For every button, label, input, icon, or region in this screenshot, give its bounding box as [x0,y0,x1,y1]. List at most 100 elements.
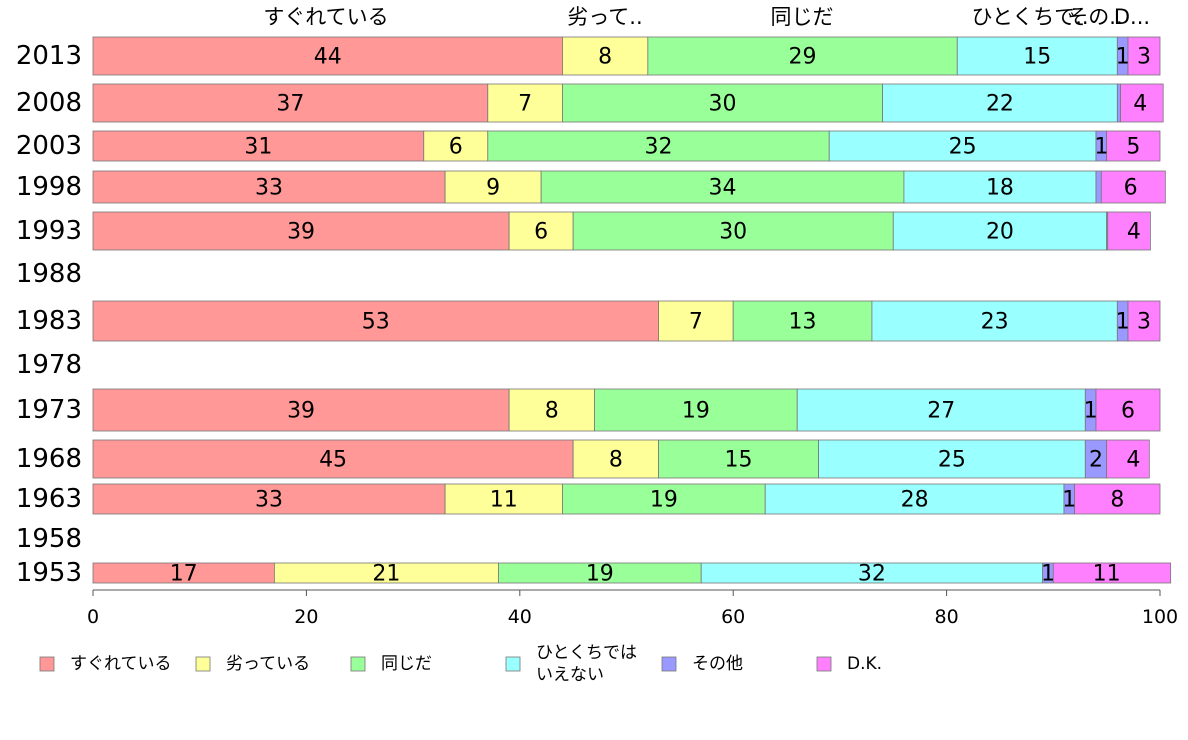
data-label-1973-1: 8 [545,399,559,424]
data-label-2013-0: 44 [314,45,342,70]
bar-1993-series-3 [892,211,1108,251]
data-label-2008-1: 7 [518,92,532,117]
bar-2008-series-1 [487,83,563,123]
legend-label-2: 同じだ [381,654,432,674]
bar-2008-series-2 [562,83,883,123]
bar-1983-series-1 [658,300,734,342]
bar-1968-series-3 [818,439,1086,479]
legend-label-4: その他 [692,654,743,674]
year-label-1998: 1998 [16,172,82,202]
year-label-1958: 1958 [16,524,82,554]
legend-label-0: すぐれている [70,654,172,674]
legend-swatch-4 [661,656,677,672]
data-label-1973-2: 19 [682,399,710,424]
legend-swatch-5 [816,656,832,672]
data-label-1968-4: 2 [1089,448,1103,473]
bar-2013-series-3 [956,36,1118,76]
x-tick-label-0: 0 [87,606,99,628]
data-label-1998-2: 34 [709,176,737,201]
bar-1993-series-0 [92,211,510,251]
data-label-2013-1: 8 [598,45,612,70]
data-label-1983-3: 23 [981,310,1009,335]
bar-1998-series-0 [92,170,446,204]
bar-2003-series-3 [828,130,1097,162]
data-label-1993-5: 4 [1127,220,1141,245]
bar-1968-series-5 [1106,439,1150,479]
data-label-2008-2: 30 [709,92,737,117]
data-label-1993-2: 30 [719,220,747,245]
legend-swatch-1 [195,656,211,672]
data-label-1998-1: 9 [486,176,500,201]
data-label-1953-5: 11 [1093,562,1121,587]
year-label-2003: 2003 [16,131,82,161]
data-label-1963-4: 1 [1062,488,1076,513]
data-label-1998-3: 18 [986,176,1014,201]
bar-2003-series-5 [1106,130,1161,162]
legend-swatch-3 [505,656,521,672]
year-axis-labels: 2013 2008 2003 1998 1993 1988 1983 1978 1973 1968… [16,41,82,588]
data-label-1998-5: 6 [1124,176,1138,201]
year-label-1978: 1978 [16,350,82,380]
bar-1963-series-0 [92,483,446,515]
bar-1993-series-1 [508,211,574,251]
data-label-1983-2: 13 [789,310,817,335]
data-label-1998-0: 33 [255,176,283,201]
year-label-1968: 1968 [16,444,82,474]
data-label-2008-0: 37 [276,92,304,117]
bar-1993-series-5 [1107,211,1151,251]
year-label-1973: 1973 [16,395,82,425]
data-label-2003-1: 6 [449,135,463,160]
data-label-1968-3: 25 [938,448,966,473]
year-label-1983: 1983 [16,306,82,336]
data-label-1968-1: 8 [609,448,623,473]
x-tick-label-100: 100 [1142,606,1178,628]
legend-swatch-0 [39,656,55,672]
data-label-1963-2: 19 [650,488,678,513]
year-label-2008: 2008 [16,88,82,118]
bar-1968-series-2 [658,439,819,479]
bar-1983-series-0 [92,300,659,342]
data-label-2003-0: 31 [244,135,272,160]
bar-1998-series-3 [903,170,1097,204]
data-label-1973-4: 1 [1084,399,1098,424]
data-label-2013-4: 1 [1116,45,1130,70]
bar-2008-series-5 [1120,83,1164,123]
data-label-1993-3: 20 [986,220,1014,245]
year-label-1993: 1993 [16,216,82,246]
data-label-1953-1: 21 [372,562,400,587]
data-label-2013-5: 3 [1137,45,1151,70]
bar-1973-series-2 [594,388,798,432]
data-label-1953-4: 1 [1041,562,1055,587]
year-label-1988: 1988 [16,259,82,289]
top-label-0: すぐれている [263,5,388,29]
data-label-1983-4: 1 [1116,310,1130,335]
data-label-1973-0: 39 [287,399,315,424]
bar-1998-series-4 [1095,170,1102,204]
data-label-1993-0: 39 [287,220,315,245]
data-label-2003-5: 5 [1126,135,1140,160]
bar-1963-series-5 [1074,483,1161,515]
bar-1973-series-5 [1095,388,1161,432]
bar-2003-series-0 [92,130,425,162]
bar-2008-series-0 [92,83,489,123]
data-label-1973-5: 6 [1121,399,1135,424]
bar-2008-series-4 [1116,83,1121,123]
x-tick-label-80: 80 [935,606,959,628]
legend-label-3-line2: いえない [536,665,604,685]
top-label-3: ひとくちで.. [971,5,1088,29]
bar-1968-series-0 [92,439,574,479]
legend-label-3-line1: ひとくちでは [536,643,637,663]
data-label-1963-1: 11 [490,488,518,513]
bar-1973-series-1 [508,388,595,432]
bar-1968-series-1 [572,439,659,479]
legend-label-1: 劣っている [226,654,310,674]
data-label-1983-0: 53 [362,310,390,335]
legend-label-5: D.K. [847,654,882,674]
x-axis: 0 20 40 60 80 100 [87,589,1178,628]
data-label-2008-3: 22 [986,92,1014,117]
data-label-1968-5: 4 [1126,448,1140,473]
data-label-1983-5: 3 [1137,310,1151,335]
bar-1973-series-3 [796,388,1086,432]
